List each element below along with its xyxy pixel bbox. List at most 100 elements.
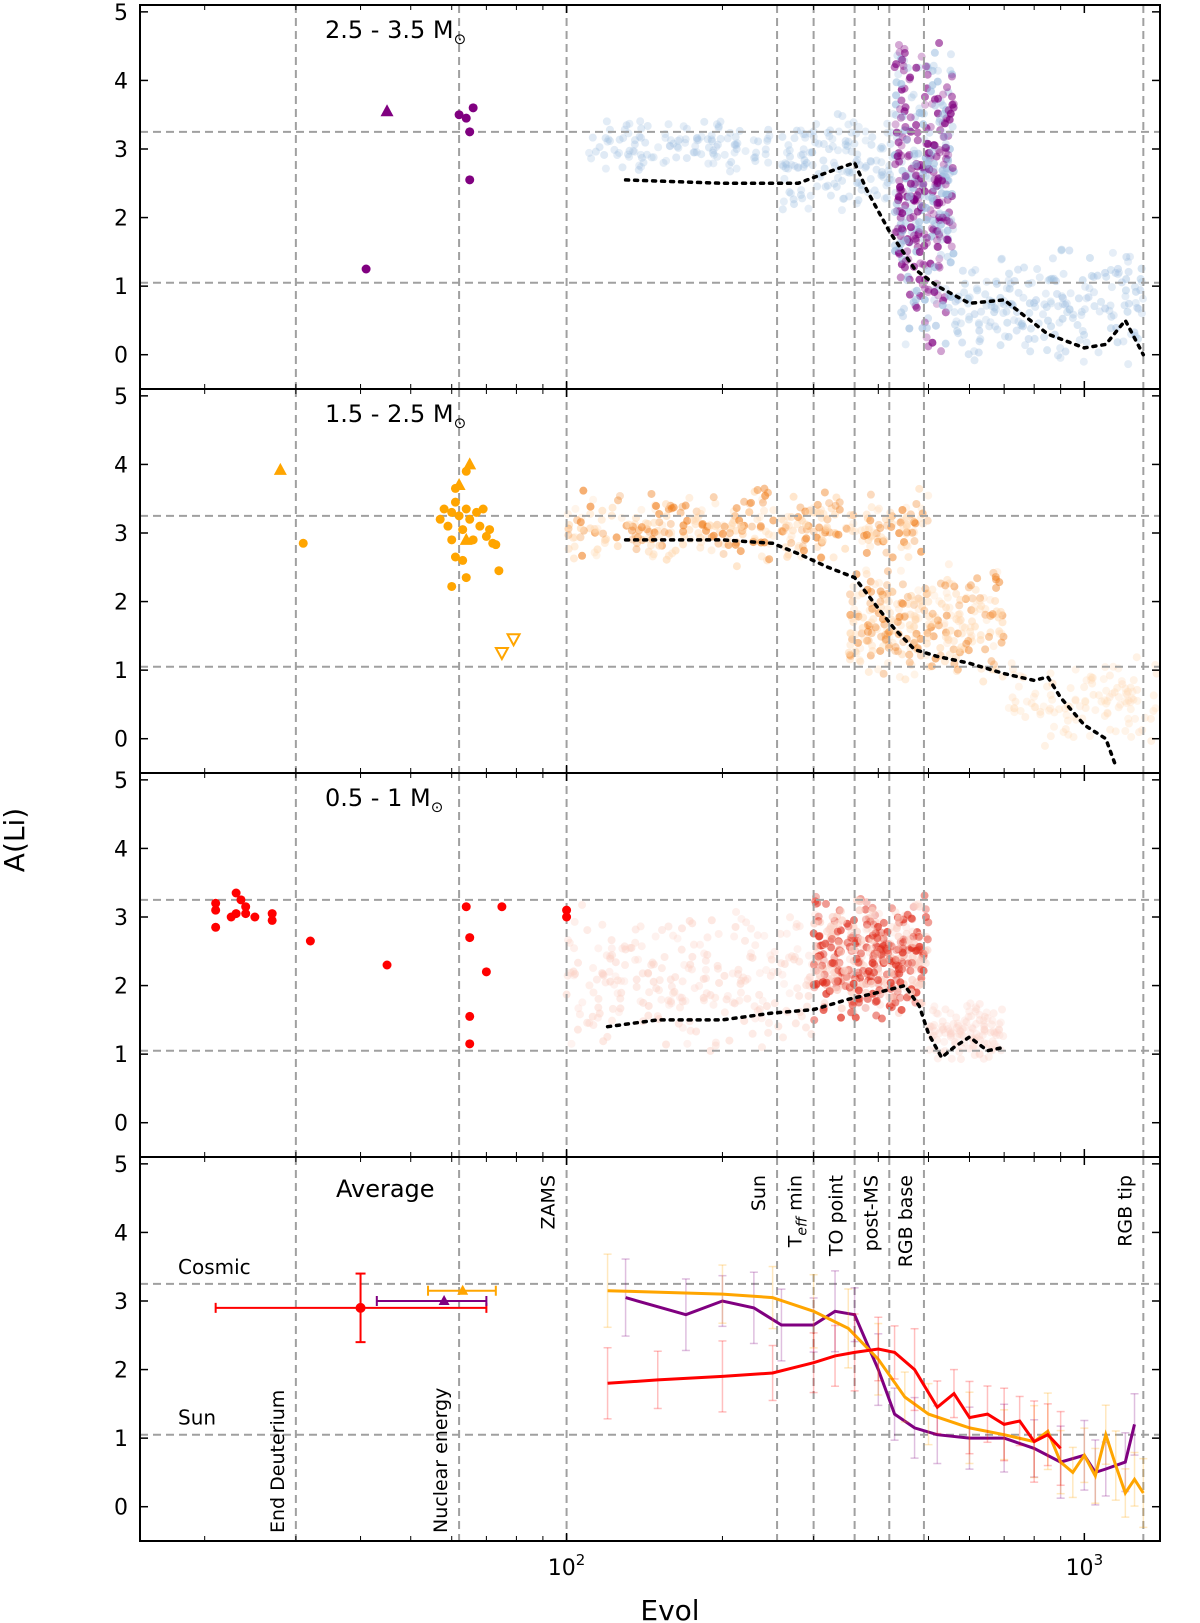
density-point <box>818 977 827 986</box>
density-point <box>754 137 763 146</box>
density-point <box>780 959 789 968</box>
density-point <box>1053 289 1062 298</box>
density-point <box>605 967 614 976</box>
density-point <box>854 122 863 131</box>
density-point <box>1041 289 1050 298</box>
density-point <box>956 596 965 605</box>
density-point <box>979 593 988 602</box>
density-point <box>1088 673 1097 682</box>
density-point <box>637 133 646 142</box>
density-point <box>801 133 810 142</box>
density-point <box>945 1027 954 1036</box>
density-point <box>948 163 957 172</box>
teff-main: T <box>785 1235 807 1248</box>
density-point <box>966 999 975 1008</box>
density-point <box>725 1036 734 1045</box>
density-point <box>676 1003 685 1012</box>
density-point <box>844 166 853 175</box>
density-point <box>968 594 977 603</box>
density-point <box>732 141 741 150</box>
density-point <box>793 164 802 173</box>
density-point <box>987 302 996 311</box>
density-point <box>1005 269 1014 278</box>
density-point <box>1055 705 1064 714</box>
density-point <box>899 312 908 321</box>
density-point <box>928 187 937 196</box>
density-point <box>964 350 973 359</box>
density-point <box>630 147 639 156</box>
density-point <box>713 964 722 973</box>
density-point <box>846 933 855 942</box>
density-point <box>1054 302 1063 311</box>
density-point <box>876 945 885 954</box>
density-point <box>1043 346 1052 355</box>
density-point <box>907 958 916 967</box>
density-point <box>912 303 921 312</box>
density-point <box>842 523 851 532</box>
density-point <box>904 953 913 962</box>
density-point <box>1152 669 1160 678</box>
density-point <box>731 133 740 142</box>
density-point <box>943 83 952 92</box>
density-point <box>986 595 995 604</box>
density-point <box>937 599 946 608</box>
density-point <box>647 153 656 162</box>
density-point <box>952 667 961 676</box>
density-point <box>635 132 644 141</box>
density-point <box>758 996 767 1005</box>
density-point <box>760 931 769 940</box>
density-point <box>979 677 988 686</box>
density-point <box>631 938 640 947</box>
density-point <box>796 190 805 199</box>
density-point <box>858 623 867 632</box>
density-point <box>995 629 1004 638</box>
density-point <box>674 136 683 145</box>
density-point <box>898 112 907 121</box>
density-point <box>1091 706 1100 715</box>
density-point <box>881 636 890 645</box>
density-point <box>936 643 945 652</box>
density-point <box>917 974 926 983</box>
density-point <box>967 631 976 640</box>
density-point <box>928 609 937 618</box>
density-point <box>831 968 840 977</box>
plot-area <box>140 389 1160 773</box>
density-point <box>785 989 794 998</box>
density-point <box>1066 684 1075 693</box>
density-point <box>862 162 871 171</box>
data-point <box>465 127 475 137</box>
density-point <box>854 958 863 967</box>
density-point <box>888 587 897 596</box>
density-point <box>673 934 682 943</box>
density-point <box>1061 300 1070 309</box>
density-point <box>707 131 716 140</box>
density-point <box>986 318 995 327</box>
density-point <box>1065 246 1074 255</box>
density-point <box>746 498 755 507</box>
data-point <box>382 960 392 970</box>
density-point <box>866 577 875 586</box>
density-point <box>813 500 822 509</box>
density-point <box>976 635 985 644</box>
density-point <box>849 582 858 591</box>
density-point <box>900 537 909 546</box>
density-point <box>1151 660 1160 669</box>
density-point <box>932 152 941 161</box>
density-point <box>965 293 974 302</box>
density-point <box>899 66 908 75</box>
density-point <box>841 137 850 146</box>
density-point <box>1132 653 1141 662</box>
density-point <box>809 960 818 969</box>
density-point <box>655 541 664 550</box>
density-point <box>1103 709 1112 718</box>
density-point <box>709 531 718 540</box>
density-point <box>797 1012 806 1021</box>
density-point <box>957 307 966 316</box>
density-point <box>566 968 575 977</box>
density-point <box>718 529 727 538</box>
density-point <box>925 622 934 631</box>
density-point <box>1056 353 1065 362</box>
density-point <box>677 924 686 933</box>
density-point <box>1059 269 1068 278</box>
density-point <box>955 610 964 619</box>
